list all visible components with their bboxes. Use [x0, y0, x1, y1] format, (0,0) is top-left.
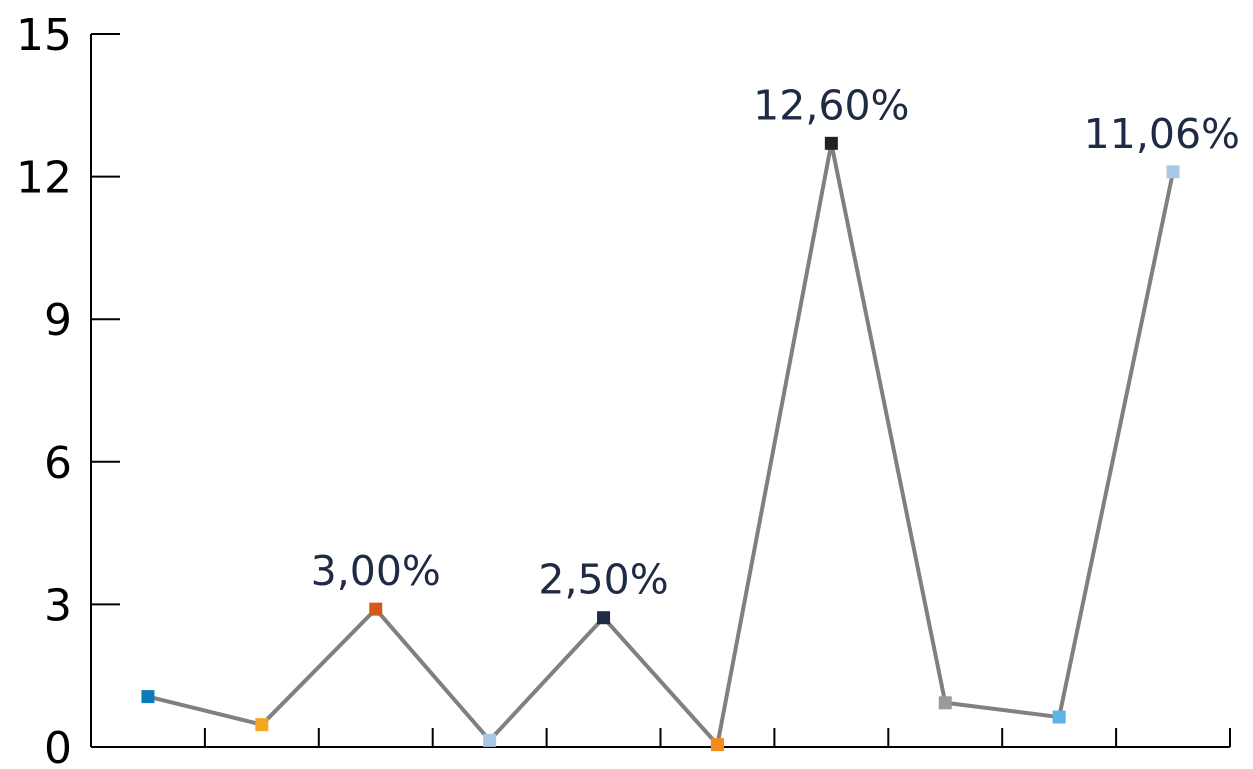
- data-point: [938, 696, 952, 710]
- data-point: [1052, 710, 1066, 724]
- data-point: [483, 733, 497, 747]
- data-label: 2,50%: [538, 556, 668, 604]
- data-label: 3,00%: [311, 547, 441, 595]
- data-point: [255, 718, 269, 732]
- y-tick-label: 3: [44, 580, 72, 631]
- data-point: [710, 738, 724, 752]
- y-tick-label: 9: [44, 295, 72, 346]
- data-point: [824, 136, 838, 150]
- series: [141, 136, 1180, 752]
- y-tick-label: 0: [44, 723, 72, 769]
- data-label: 12,60%: [753, 81, 909, 129]
- y-axis: 0 3 6 9 12 15: [16, 10, 120, 769]
- y-tick-label: 6: [44, 438, 72, 489]
- series-line: [147, 141, 1176, 747]
- y-tick-label: 15: [16, 10, 72, 61]
- data-point: [141, 690, 155, 704]
- data-point: [1166, 165, 1180, 179]
- data-labels: 3,00% 2,50% 12,60% 11,06%: [311, 81, 1240, 603]
- data-point: [597, 611, 611, 625]
- data-label: 11,06%: [1084, 110, 1240, 158]
- x-axis: [91, 728, 1231, 748]
- y-tick-label: 12: [16, 153, 72, 204]
- data-point: [369, 602, 383, 616]
